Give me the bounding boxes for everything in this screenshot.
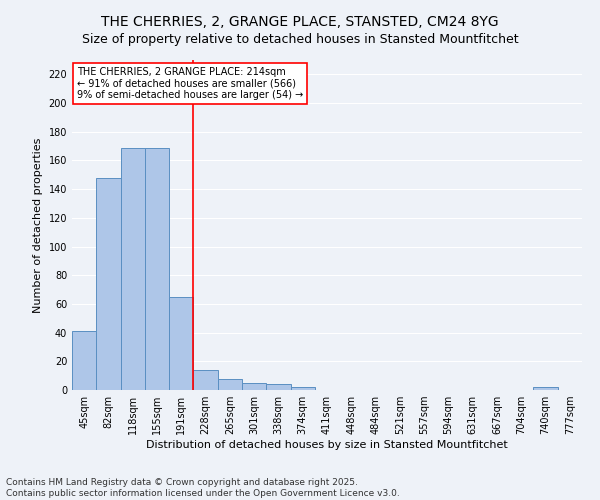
Y-axis label: Number of detached properties: Number of detached properties [33,138,43,312]
Bar [121,148,145,390]
Bar [145,148,169,390]
Bar [266,384,290,390]
Bar [533,387,558,390]
X-axis label: Distribution of detached houses by size in Stansted Mountfitchet: Distribution of detached houses by size … [146,440,508,450]
Text: THE CHERRIES, 2 GRANGE PLACE: 214sqm
← 91% of detached houses are smaller (566)
: THE CHERRIES, 2 GRANGE PLACE: 214sqm ← 9… [77,66,304,100]
Bar [218,378,242,390]
Bar [242,383,266,390]
Text: Contains HM Land Registry data © Crown copyright and database right 2025.
Contai: Contains HM Land Registry data © Crown c… [6,478,400,498]
Bar [193,370,218,390]
Bar [290,387,315,390]
Text: Size of property relative to detached houses in Stansted Mountfitchet: Size of property relative to detached ho… [82,32,518,46]
Bar [169,296,193,390]
Text: THE CHERRIES, 2, GRANGE PLACE, STANSTED, CM24 8YG: THE CHERRIES, 2, GRANGE PLACE, STANSTED,… [101,15,499,29]
Bar [72,331,96,390]
Bar [96,178,121,390]
